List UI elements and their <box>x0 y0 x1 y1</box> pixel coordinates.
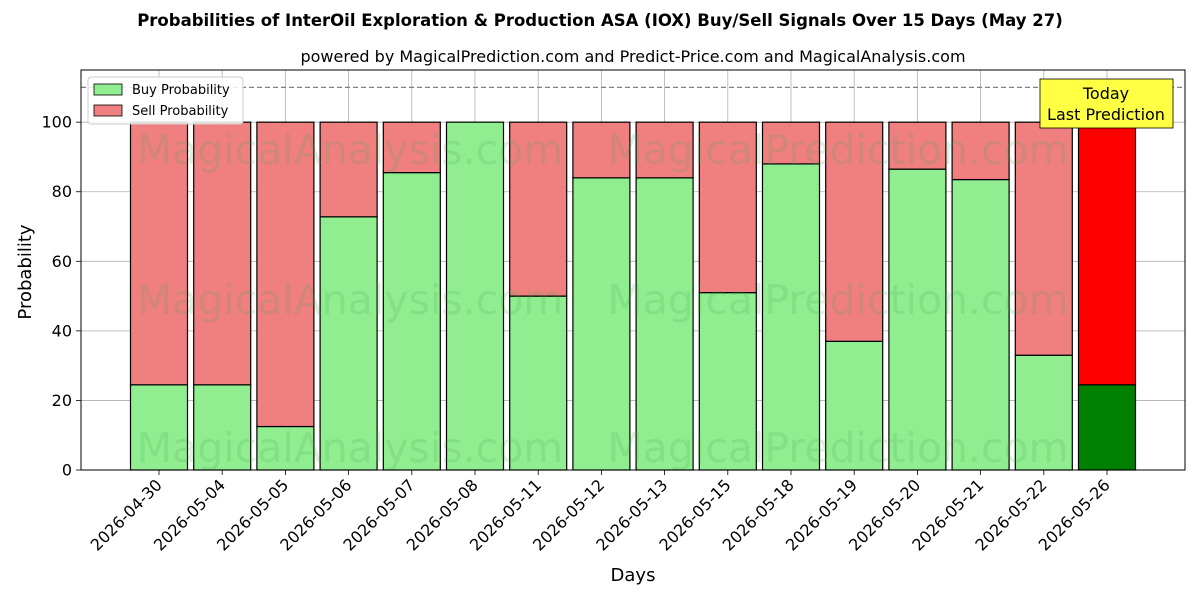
legend: Buy Probability Sell Probability <box>87 76 244 125</box>
buy-bar <box>445 121 505 471</box>
buy-bar <box>382 172 441 471</box>
buy-bar <box>509 295 568 471</box>
sell-bar <box>635 121 694 179</box>
sell-bar <box>951 121 1010 181</box>
chart-title: Probabilities of InterOil Exploration & … <box>137 11 1063 30</box>
sell-bar <box>129 121 189 386</box>
buy-bar <box>698 292 757 471</box>
buy-bar <box>129 384 189 471</box>
buy-bar <box>572 177 631 471</box>
today-annotation: Today Last Prediction <box>1039 78 1174 129</box>
sell-bar <box>319 121 378 218</box>
sell-bar <box>825 121 884 342</box>
watermark-text: MagicalPrediction.com <box>607 276 1068 324</box>
buy-bar <box>1014 354 1073 471</box>
buy-bar <box>1077 384 1137 471</box>
buy-bar <box>635 177 694 471</box>
sell-bar <box>761 121 821 165</box>
watermark-text: MagicalPrediction.com <box>607 424 1068 472</box>
sell-bar <box>888 121 947 170</box>
x-axis-label: Days <box>611 565 656 586</box>
y-tick-label: 40 <box>52 321 72 340</box>
sell-bar <box>256 121 315 428</box>
y-tick-label: 80 <box>52 182 72 201</box>
y-axis-label: Probability <box>15 224 36 319</box>
legend-label: Sell Probability <box>132 104 229 119</box>
sell-bar <box>1077 121 1137 386</box>
legend-swatch <box>93 83 123 96</box>
buy-bar <box>319 216 378 471</box>
legend-label: Buy Probability <box>132 83 230 98</box>
watermark-text: MagicalAnalysis.com <box>137 276 564 324</box>
y-tick-label: 100 <box>41 113 72 132</box>
legend-swatch <box>93 104 123 117</box>
watermark-text: MagicalAnalysis.com <box>137 126 564 174</box>
legend-box <box>87 76 244 125</box>
sell-bar <box>572 121 631 179</box>
annotation-text: Today <box>1082 84 1129 103</box>
annotation-box <box>1039 78 1174 129</box>
buy-bar <box>761 163 821 471</box>
watermark-text: MagicalAnalysis.com <box>137 424 564 472</box>
chart-subtitle: powered by MagicalPrediction.com and Pre… <box>300 47 965 66</box>
sell-bar <box>698 121 757 294</box>
sell-bar <box>382 121 441 174</box>
annotation-text: Last Prediction <box>1047 105 1165 124</box>
y-tick-label: 0 <box>62 461 72 480</box>
plot-area: 0 20 40 60 80 100 MagicalAnalysis.com MagicalPr… <box>41 69 1186 555</box>
y-tick-label: 60 <box>52 252 72 271</box>
watermark-text: MagicalPrediction.com <box>607 126 1068 174</box>
sell-bar <box>509 121 568 297</box>
sell-bar <box>1014 121 1073 356</box>
y-tick-label: 20 <box>52 391 72 410</box>
buy-bar <box>256 425 315 471</box>
plot-frame <box>80 69 1186 471</box>
